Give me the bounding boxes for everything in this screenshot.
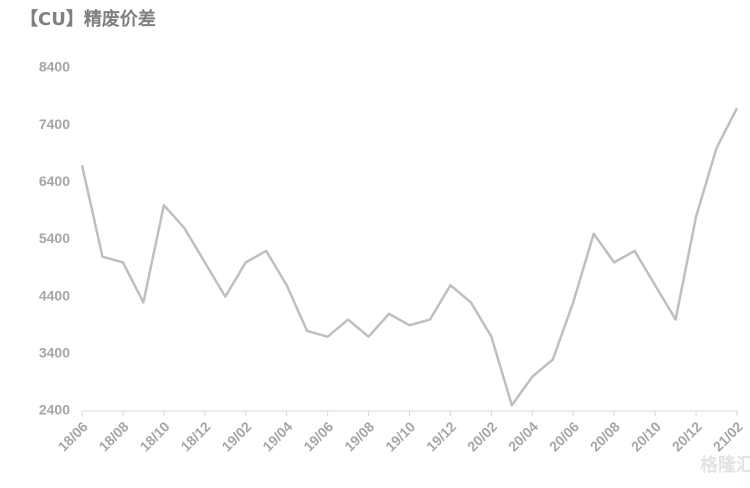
x-tick-label: 20/02 bbox=[464, 418, 500, 454]
x-tick-label: 19/10 bbox=[382, 418, 418, 454]
y-tick-label: 8400 bbox=[39, 59, 70, 75]
x-tick-label: 20/06 bbox=[546, 418, 582, 454]
x-tick-label: 19/08 bbox=[341, 418, 377, 454]
x-tick-label: 18/12 bbox=[177, 418, 213, 454]
x-tick-label: 19/12 bbox=[423, 418, 459, 454]
watermark: 格隆汇 bbox=[700, 454, 750, 476]
y-tick-label: 3400 bbox=[39, 345, 70, 361]
y-tick-label: 5400 bbox=[39, 230, 70, 246]
x-tick-label: 21/02 bbox=[710, 418, 746, 454]
x-tick-label: 19/06 bbox=[300, 418, 336, 454]
x-tick-label: 20/04 bbox=[505, 418, 541, 454]
x-tick-label: 19/02 bbox=[218, 418, 254, 454]
x-tick-label: 18/06 bbox=[55, 418, 91, 454]
chart-title: 【CU】精废价差 bbox=[20, 8, 156, 30]
line-series bbox=[80, 107, 739, 407]
x-tick-label: 18/08 bbox=[96, 418, 132, 454]
y-tick-label: 6400 bbox=[39, 173, 70, 189]
x-tick-label: 18/10 bbox=[137, 418, 173, 454]
y-tick-label: 7400 bbox=[39, 116, 70, 132]
y-tick-label: 4400 bbox=[39, 287, 70, 303]
y-tick-label: 2400 bbox=[39, 402, 70, 418]
x-tick-label: 20/12 bbox=[669, 418, 705, 454]
x-tick-label: 20/08 bbox=[587, 418, 623, 454]
x-tick-label: 19/04 bbox=[259, 418, 295, 454]
x-tick-label: 20/10 bbox=[628, 418, 664, 454]
